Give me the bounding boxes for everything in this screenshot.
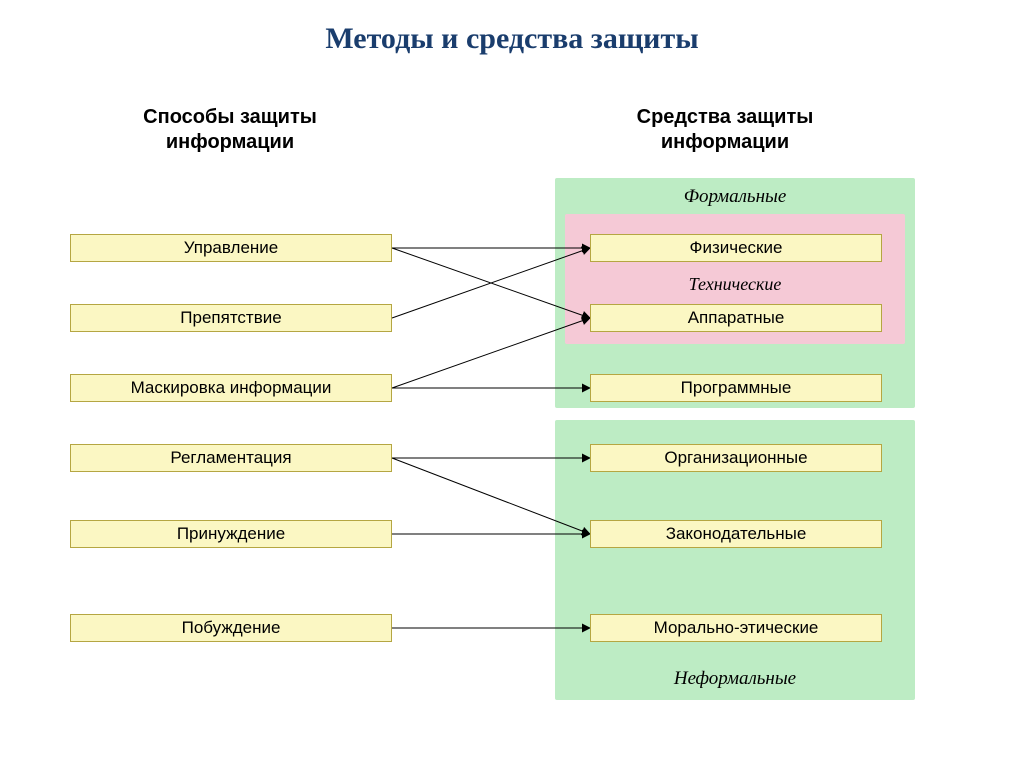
edge-L4-R5	[392, 458, 590, 534]
node-label-R4: Организационные	[664, 448, 807, 468]
node-L4: Регламентация	[70, 444, 392, 472]
node-L3: Маскировка информации	[70, 374, 392, 402]
node-L2: Препятствие	[70, 304, 392, 332]
node-label-R2: Аппаратные	[688, 308, 785, 328]
node-label-L1: Управление	[184, 238, 279, 258]
edge-L3-R2	[392, 318, 590, 388]
node-R1: Физические	[590, 234, 882, 262]
node-label-L4: Регламентация	[170, 448, 291, 468]
node-R2: Аппаратные	[590, 304, 882, 332]
node-label-L5: Принуждение	[177, 524, 285, 544]
node-label-R6: Морально-этические	[654, 618, 819, 638]
node-label-L3: Маскировка информации	[131, 378, 332, 398]
node-label-L6: Побуждение	[182, 618, 281, 638]
node-L6: Побуждение	[70, 614, 392, 642]
node-L5: Принуждение	[70, 520, 392, 548]
node-R3: Программные	[590, 374, 882, 402]
node-label-R3: Программные	[681, 378, 792, 398]
node-R4: Организационные	[590, 444, 882, 472]
node-R6: Морально-этические	[590, 614, 882, 642]
node-label-R1: Физические	[690, 238, 783, 258]
node-L1: Управление	[70, 234, 392, 262]
node-label-L2: Препятствие	[180, 308, 281, 328]
node-R5: Законодательные	[590, 520, 882, 548]
node-label-R5: Законодательные	[666, 524, 807, 544]
